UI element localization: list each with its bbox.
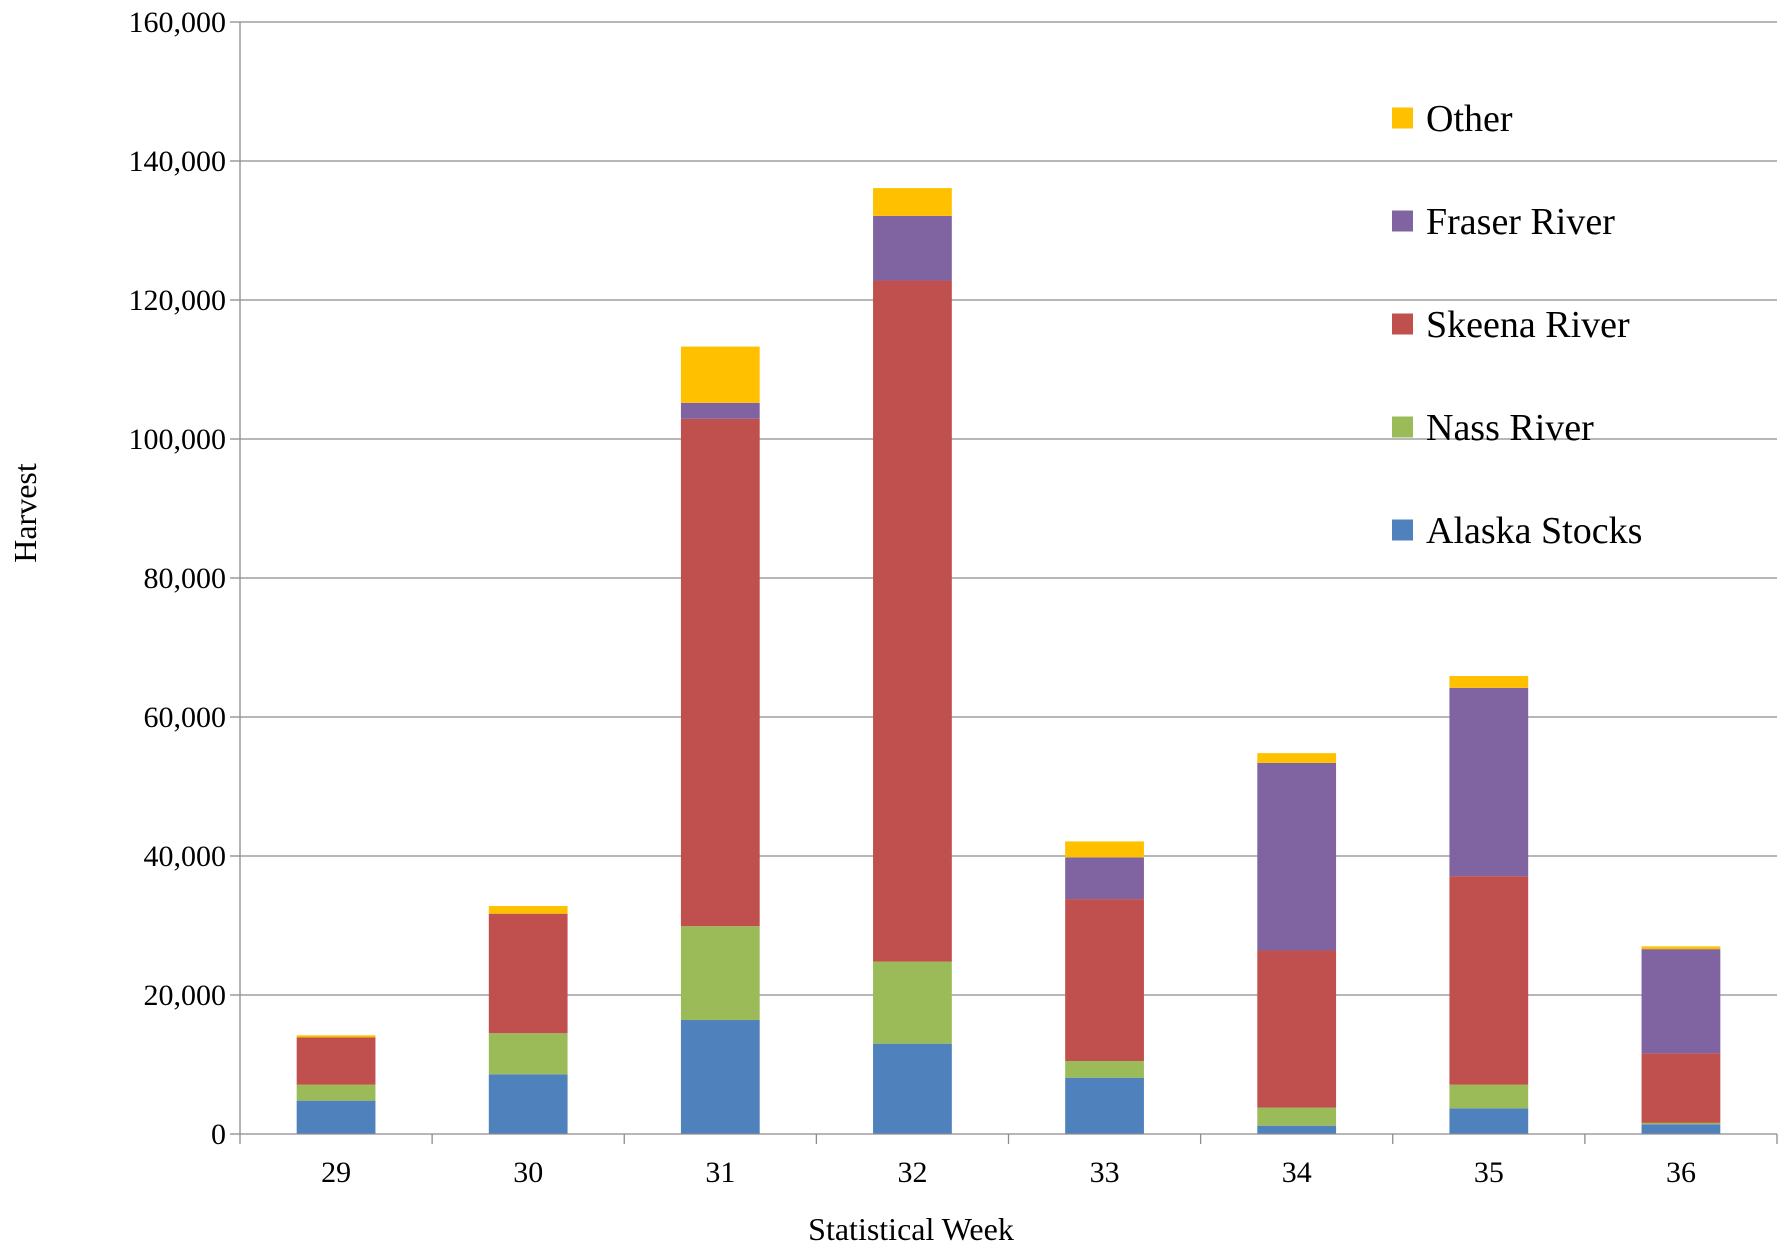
legend-label-fraser-river: Fraser River: [1426, 201, 1615, 243]
bar-segment-fraser-river-week-36: [1641, 949, 1721, 1054]
bar-segment-fraser-river-week-31: [680, 402, 760, 419]
bar-segment-nass-river-week-29: [296, 1084, 376, 1101]
bar-segment-fraser-river-week-33: [1065, 857, 1144, 900]
gridlines: [240, 21, 1777, 996]
legend-swatch-other: [1392, 107, 1413, 129]
bar-segment-nass-river-week-36: [1641, 1122, 1721, 1125]
legend-label-alaska-stocks: Alaska Stocks: [1426, 510, 1642, 552]
legend-swatch-alaska-stocks: [1392, 519, 1413, 541]
bar-segment-fraser-river-week-35: [1449, 687, 1529, 877]
bar-segment-nass-river-week-32: [873, 961, 952, 1044]
bar-segment-other-week-29: [296, 1035, 376, 1038]
bar-segment-alaska-stocks-week-33: [1065, 1077, 1144, 1134]
axes: 0 20,000 40,000 60,000 80,000 100,000 120,000 1…: [129, 6, 1778, 1189]
x-tick-label: 34: [1282, 1156, 1312, 1189]
x-tick-label: 36: [1666, 1156, 1696, 1189]
x-tick-label: 30: [513, 1156, 543, 1189]
bar-segment-nass-river-week-30: [488, 1033, 568, 1075]
bar-segment-fraser-river-week-32: [873, 215, 952, 281]
y-tick-label: 80,000: [144, 562, 227, 595]
bar-segment-nass-river-week-35: [1449, 1084, 1529, 1109]
bar-segment-alaska-stocks-week-30: [488, 1074, 568, 1134]
bar-segment-skeena-river-week-36: [1641, 1053, 1721, 1123]
y-tick-label: 40,000: [144, 840, 227, 873]
legend: Other Fraser River Skeena River Nass River A…: [1392, 98, 1642, 552]
bars: [296, 188, 1721, 1134]
y-tick-label: 100,000: [129, 423, 227, 456]
bar-segment-alaska-stocks-week-32: [873, 1043, 952, 1134]
legend-label-nass-river: Nass River: [1426, 407, 1594, 449]
bar-segment-skeena-river-week-29: [296, 1037, 376, 1085]
bar-segment-skeena-river-week-34: [1257, 950, 1337, 1108]
bar-segment-other-week-36: [1641, 946, 1721, 950]
x-axis-title: Statistical Week: [808, 1211, 1014, 1247]
bar-segment-nass-river-week-31: [680, 926, 760, 1021]
bar-segment-skeena-river-week-30: [488, 913, 568, 1034]
bar-segment-skeena-river-week-33: [1065, 899, 1144, 1062]
bar-segment-alaska-stocks-week-36: [1641, 1124, 1721, 1134]
bar-segment-other-week-33: [1065, 841, 1144, 858]
y-tick-label: 0: [211, 1118, 226, 1151]
y-tick-label: 160,000: [129, 6, 227, 39]
bar-segment-skeena-river-week-35: [1449, 876, 1529, 1085]
x-tick-label: 32: [897, 1156, 927, 1189]
bar-segment-nass-river-week-33: [1065, 1061, 1144, 1078]
bar-segment-other-week-34: [1257, 753, 1337, 763]
x-tick-label: 33: [1090, 1156, 1120, 1189]
legend-swatch-nass-river: [1392, 416, 1413, 438]
x-tick-label: 35: [1474, 1156, 1504, 1189]
bar-segment-skeena-river-week-31: [680, 418, 760, 927]
y-tick-label: 140,000: [129, 145, 227, 178]
legend-label-other: Other: [1426, 98, 1513, 140]
bar-segment-other-week-32: [873, 188, 952, 216]
legend-label-skeena-river: Skeena River: [1426, 304, 1630, 346]
legend-swatch-fraser-river: [1392, 210, 1413, 232]
y-tick-label: 120,000: [129, 284, 227, 317]
y-tick-label: 20,000: [144, 979, 227, 1012]
bar-segment-alaska-stocks-week-29: [296, 1100, 376, 1134]
bar-segment-fraser-river-week-34: [1257, 762, 1337, 951]
bar-segment-other-week-30: [488, 906, 568, 914]
bar-segment-other-week-31: [680, 346, 760, 403]
bar-segment-alaska-stocks-week-34: [1257, 1125, 1337, 1134]
bar-segment-other-week-35: [1449, 675, 1529, 688]
y-tick-label: 60,000: [144, 701, 227, 734]
bar-segment-skeena-river-week-32: [873, 280, 952, 962]
x-tick-label: 31: [705, 1156, 735, 1189]
bar-segment-nass-river-week-34: [1257, 1107, 1337, 1126]
y-axis-title: Harvest: [7, 463, 43, 563]
bar-segment-alaska-stocks-week-35: [1449, 1108, 1529, 1134]
x-tick-label: 29: [321, 1156, 351, 1189]
legend-swatch-skeena-river: [1392, 313, 1413, 335]
bar-segment-alaska-stocks-week-31: [680, 1020, 760, 1134]
